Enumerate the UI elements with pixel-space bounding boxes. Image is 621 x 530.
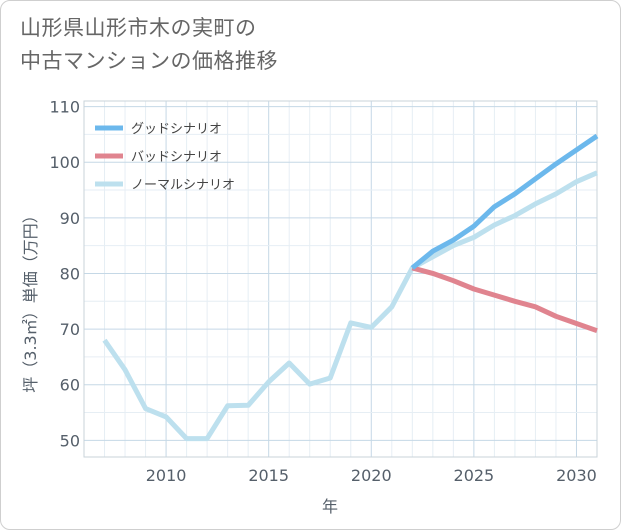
x-axis: 2010 2015 2020 2025 2030 [146,466,597,485]
plot-border [83,100,598,458]
y-tick-label: 70 [60,320,80,339]
x-tick-label: 2010 [146,466,187,485]
x-tick-label: 2025 [454,466,495,485]
legend-label: グッドシナリオ [131,122,222,137]
series-line [102,170,598,442]
chart-title-line1: 山形県山形市木の実町の [20,16,257,40]
y-axis: 50 60 70 80 90 100 110 [49,98,80,451]
y-tick-label: 110 [49,98,80,117]
x-tick-label: 2020 [351,466,392,485]
x-tick-label: 2015 [248,466,289,485]
y-tick-label: 60 [60,376,80,395]
y-tick-label: 100 [49,153,80,172]
chart-title: 山形県山形市木の実町の 中古マンションの価格推移 [20,12,460,78]
y-tick-label: 80 [60,264,80,283]
y-axis-title: 坪（3.3㎡）単価（万円） [21,207,40,392]
legend-label: ノーマルシナリオ [131,178,235,193]
series-line [411,265,598,334]
x-axis-title: 年 [322,497,338,516]
plot-area [83,100,598,458]
y-tick-label: 50 [60,431,80,450]
x-tick-label: 2030 [556,466,597,485]
series-line [410,133,599,270]
series-group [102,133,599,442]
y-tick-label: 90 [60,209,80,228]
legend-label: バッドシナリオ [131,150,222,165]
chart-title-line2: 中古マンションの価格推移 [20,49,278,73]
